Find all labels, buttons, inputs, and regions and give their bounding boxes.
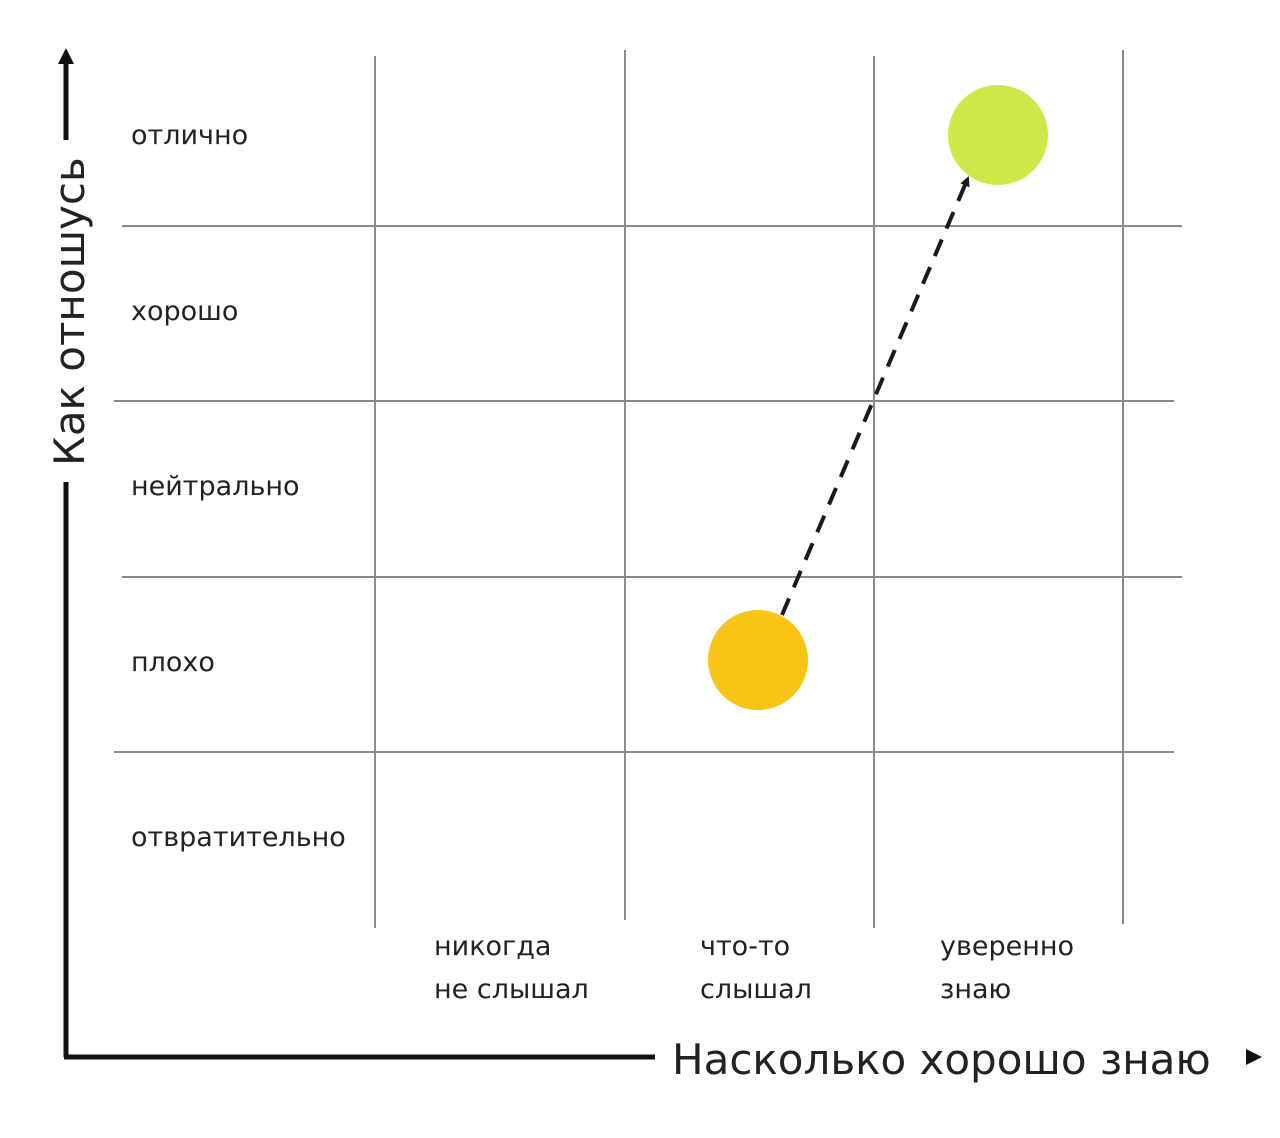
row-label-good: хорошо xyxy=(131,296,238,327)
column-label-know-confidently-line2: знаю xyxy=(940,974,1011,1005)
start-point-marker xyxy=(708,610,808,710)
dashed-arrow xyxy=(780,176,970,616)
x-axis: Насколько хорошо знаю xyxy=(64,1035,1262,1084)
column-label-never-heard-line1: никогда xyxy=(434,931,551,962)
column-label-never-heard-line2: не слышал xyxy=(434,974,589,1005)
column-label-heard-something-line1: что-то xyxy=(700,931,790,962)
y-axis-arrowhead xyxy=(58,48,74,64)
row-label-bad: плохо xyxy=(131,647,215,678)
y-axis-title: Как отношусь xyxy=(45,157,94,466)
row-label-neutral: нейтрально xyxy=(131,471,300,502)
x-axis-arrowhead xyxy=(1246,1049,1262,1065)
end-point-marker xyxy=(948,85,1048,185)
row-label-disgusting: отвратительно xyxy=(131,822,346,853)
row-labels: отлично хорошо нейтрально плохо отвратит… xyxy=(131,120,346,853)
grid xyxy=(114,50,1182,928)
column-label-know-confidently-line1: уверенно xyxy=(940,931,1074,962)
y-axis: Как отношусь xyxy=(45,48,94,1057)
x-axis-title: Насколько хорошо знаю xyxy=(672,1035,1211,1084)
column-labels: никогда не слышал что-то слышал уверенно… xyxy=(434,931,1074,1005)
column-label-heard-something-line2: слышал xyxy=(700,974,812,1005)
row-label-excellent: отлично xyxy=(131,120,248,151)
